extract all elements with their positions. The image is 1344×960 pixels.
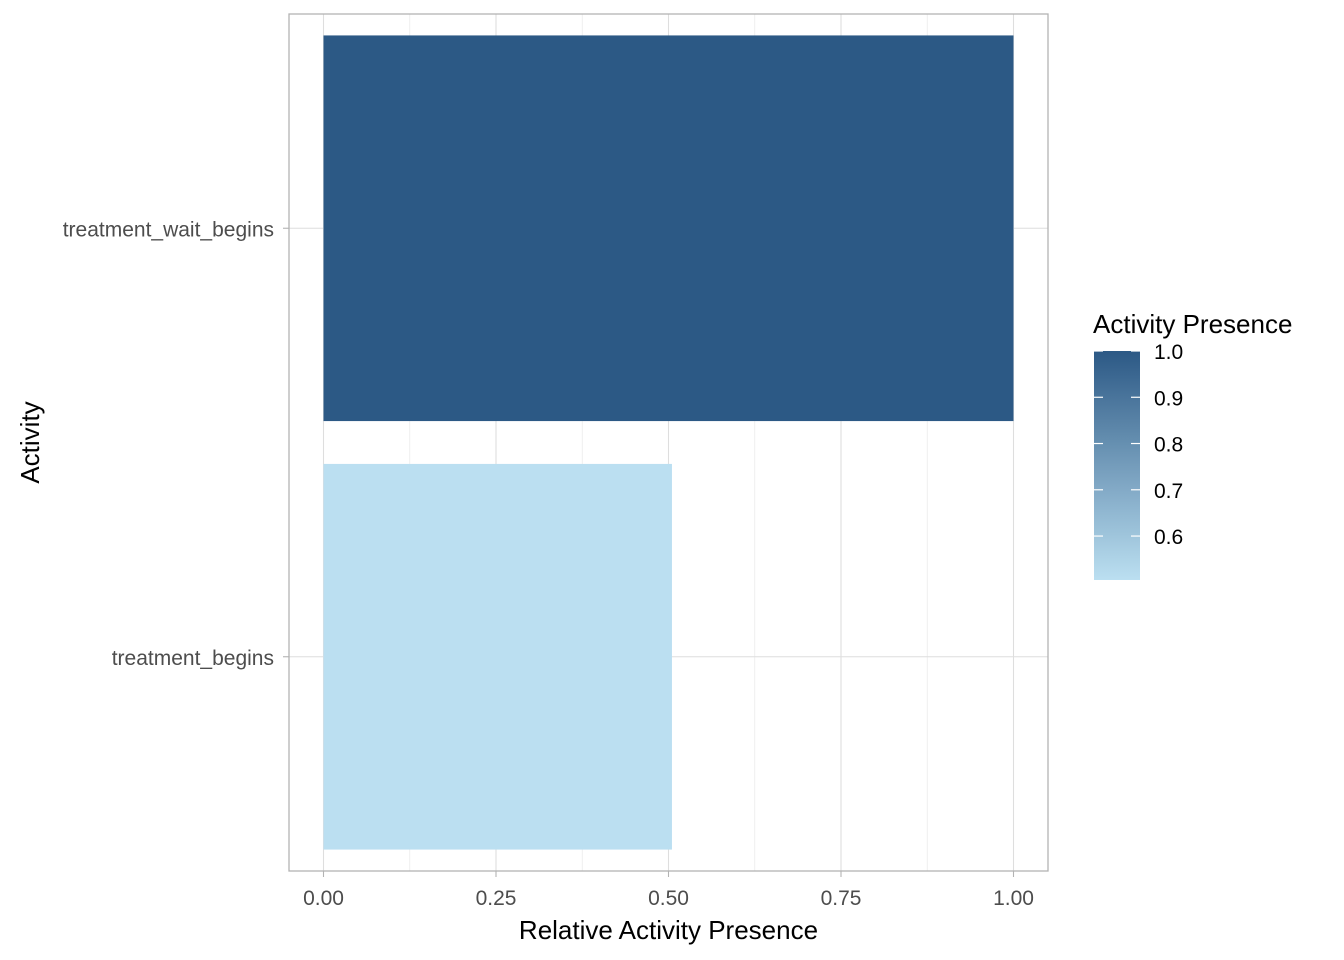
x-tick-labels: 0.00 0.25 0.50 0.75 1.00 xyxy=(303,871,1034,910)
bar-treatment_begins xyxy=(323,463,672,850)
x-tick-label: 1.00 xyxy=(993,887,1034,910)
legend-ticks: 0.6 0.7 0.8 0.9 1.0 xyxy=(1094,341,1183,549)
x-axis-title: Relative Activity Presence xyxy=(519,915,818,945)
legend-colorbar xyxy=(1094,351,1140,580)
y-axis-title: Activity xyxy=(15,401,45,483)
legend-tick-label: 0.9 xyxy=(1154,387,1183,410)
y-tick-label: treatment_begins xyxy=(112,647,274,670)
bars xyxy=(323,35,1014,850)
x-tick-label: 0.75 xyxy=(821,887,862,910)
y-tick-label: treatment_wait_begins xyxy=(63,218,274,241)
legend-tick-label: 0.7 xyxy=(1154,480,1183,503)
bar-treatment_wait_begins xyxy=(323,35,1014,422)
legend: Activity Presence 0.6 0.7 0.8 0.9 1.0 xyxy=(1093,309,1292,580)
legend-tick-label: 0.6 xyxy=(1154,526,1183,549)
legend-tick-label: 1.0 xyxy=(1154,341,1183,364)
x-tick-label: 0.50 xyxy=(648,887,689,910)
y-tick-labels: treatment_begins treatment_wait_begins xyxy=(63,218,289,670)
legend-title: Activity Presence xyxy=(1093,309,1292,339)
legend-tick-label: 0.8 xyxy=(1154,434,1183,457)
x-tick-label: 0.00 xyxy=(303,887,344,910)
x-tick-label: 0.25 xyxy=(476,887,517,910)
